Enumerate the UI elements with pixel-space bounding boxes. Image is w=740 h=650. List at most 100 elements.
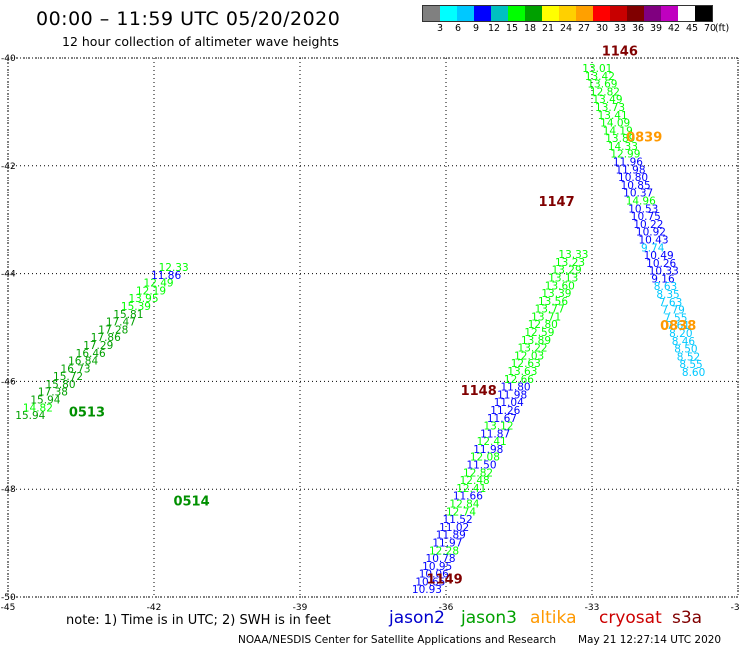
swh-value: 13.42 <box>585 71 615 83</box>
swh-value: 10.26 <box>646 258 676 270</box>
track-altika-0839: 13.0113.4213.6912.8213.4913.7313.4114.09… <box>582 63 705 379</box>
legend-swatch <box>542 6 559 21</box>
lat-tick-label: -46 <box>1 377 16 387</box>
legend-label: 24 <box>559 23 573 34</box>
swh-value: 13.29 <box>552 265 582 277</box>
footer-credit: NOAA/NESDIS Center for Satellite Applica… <box>238 634 556 646</box>
pass-time-label: 0514 <box>173 494 209 509</box>
swh-value: 13.63 <box>507 366 537 378</box>
legend-label: 42 <box>667 23 681 34</box>
swh-value: 12.49 <box>144 278 174 290</box>
swh-value: 15.72 <box>53 371 83 383</box>
legend-swatch <box>423 6 440 21</box>
swh-value: 11.50 <box>466 460 496 472</box>
swh-value: 13.49 <box>592 94 622 106</box>
swh-value: 13.73 <box>595 102 625 114</box>
swh-value: 10.92 <box>636 227 666 239</box>
legend-swatch <box>661 6 678 21</box>
satellite-jason2-label: jason2 <box>389 608 445 628</box>
swh-value: 13.01 <box>582 63 612 75</box>
swh-value: 12.82 <box>463 467 493 479</box>
swh-value: 11.98 <box>615 164 645 176</box>
swh-value: 7.55 <box>664 312 687 324</box>
swh-value: 10.93 <box>412 584 442 596</box>
legend-label: 15 <box>505 23 519 34</box>
swh-value: 11.26 <box>490 405 520 417</box>
legend-label: 70 <box>703 23 717 34</box>
lat-tick-label: -40 <box>1 54 16 64</box>
legend-swatch <box>440 6 457 21</box>
legend-label: 9 <box>472 23 480 34</box>
swh-value: 10.49 <box>644 250 674 262</box>
swh-value: 7.63 <box>659 297 682 309</box>
legend-swatch <box>593 6 610 21</box>
legend-label: 3 <box>436 23 444 34</box>
legend-swatch <box>491 6 508 21</box>
color-legend: 3 6 9 12 15 18 21 24 27 30 33 36 39 42 45 70 (ft) <box>422 5 730 37</box>
lon-tick-label: -30 <box>731 603 740 613</box>
legend-unit: (ft) <box>714 23 730 34</box>
swh-value: 13.13 <box>548 272 578 284</box>
legend-color-bar <box>422 5 713 22</box>
swh-value: 11.87 <box>480 428 510 440</box>
swh-value: 11.97 <box>432 537 462 549</box>
swh-value: 13.33 <box>558 249 588 261</box>
swh-value: 11.89 <box>436 530 466 542</box>
pass-time-label: 0838 <box>660 319 696 334</box>
swh-value: 13.60 <box>545 280 575 292</box>
swh-value: 10.78 <box>426 553 456 565</box>
satellite-cryosat-label: cryosat <box>599 608 662 628</box>
swh-value: 13.89 <box>521 335 551 347</box>
lat-tick-label: -42 <box>1 162 16 172</box>
lat-tick-label: -48 <box>1 485 16 495</box>
legend-label: 33 <box>613 23 627 34</box>
lon-tick-label: -42 <box>147 603 162 613</box>
swh-value: 15.81 <box>113 309 143 321</box>
page-title: 00:00 – 11:59 UTC 05/20/2020 <box>36 8 341 30</box>
swh-value: 8.46 <box>672 336 696 348</box>
swh-value: 12.19 <box>136 285 166 297</box>
footer-note: note: 1) Time is in UTC; 2) SWH is in fe… <box>66 613 331 628</box>
legend-swatch <box>559 6 576 21</box>
legend-label: 21 <box>541 23 555 34</box>
lon-tick-label: -33 <box>585 603 600 613</box>
swh-value: 14.09 <box>600 118 630 130</box>
swh-value: 13.23 <box>555 257 585 269</box>
legend-label: 12 <box>487 23 501 34</box>
swh-value: 13.56 <box>538 296 568 308</box>
swh-value: 14.96 <box>626 196 656 208</box>
swh-value: 14.19 <box>603 125 633 137</box>
pass-time-label: 0839 <box>626 131 662 146</box>
swh-value: 8.35 <box>656 289 679 301</box>
swh-value: 10.53 <box>628 203 658 215</box>
page-subtitle: 12 hour collection of altimeter wave hei… <box>62 34 339 49</box>
swh-value: 8.55 <box>679 359 702 371</box>
legend-label: 30 <box>595 23 609 34</box>
swh-value: 10.37 <box>623 188 653 200</box>
swh-value: 11.98 <box>473 444 503 456</box>
swh-value: 12.80 <box>528 319 558 331</box>
swh-value: 7.61 <box>667 320 690 332</box>
swh-value: 14.82 <box>23 402 53 414</box>
swh-value: 11.80 <box>501 382 531 394</box>
lon-tick-label: -39 <box>293 603 308 613</box>
legend-swatch <box>695 6 712 21</box>
legend-swatch <box>576 6 593 21</box>
legend-swatch <box>474 6 491 21</box>
legend-swatch <box>457 6 474 21</box>
swh-value: 11.67 <box>487 413 517 425</box>
pass-time-label: 1147 <box>538 195 574 210</box>
pass-time-label: 1146 <box>602 44 638 59</box>
legend-label: 36 <box>631 23 645 34</box>
satellite-altika-label: altika <box>530 608 577 628</box>
footer-timestamp: May 21 12:27:14 UTC 2020 <box>578 634 722 646</box>
swh-value: 12.33 <box>159 262 189 274</box>
swh-value: 12.74 <box>446 506 476 518</box>
swh-value: 16.46 <box>76 348 106 360</box>
legend-label: 39 <box>649 23 663 34</box>
swh-value: 8.52 <box>677 351 700 363</box>
pass-time-label: 1148 <box>461 384 497 399</box>
legend-label: 6 <box>454 23 462 34</box>
swh-value: 12.03 <box>514 350 544 362</box>
